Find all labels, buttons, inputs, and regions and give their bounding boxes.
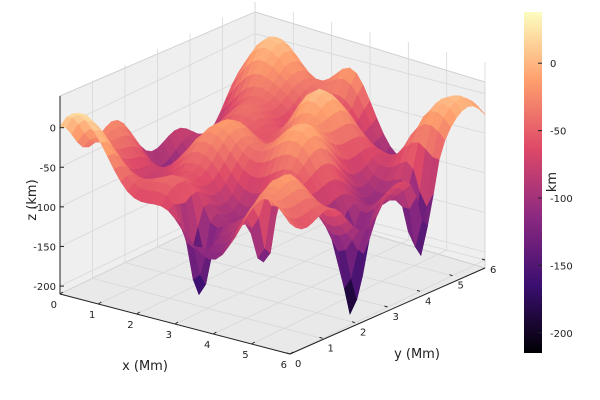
x-tick-label: 4	[204, 340, 210, 351]
colorbar-label: km	[545, 172, 560, 192]
z-tick-label: -150	[33, 242, 56, 253]
x-tick-label: 0	[51, 300, 57, 311]
x-tick-label: 5	[242, 350, 248, 361]
y-tick-label: 0	[295, 359, 301, 370]
y-tick-mark	[384, 305, 388, 308]
y-axis-ticks: 0 1 2 3 4 5 6	[286, 258, 496, 370]
x-tick-label: 6	[281, 360, 287, 371]
colorbar-tick-label: -150	[550, 261, 573, 272]
z-tick-label: 0	[50, 124, 56, 135]
y-tick-label: 6	[490, 265, 496, 276]
z-tick-label: -100	[33, 203, 56, 214]
z-tick-label: -50	[40, 163, 56, 174]
x-tick-label: 1	[89, 310, 95, 321]
x-tick-label: 2	[127, 320, 133, 331]
z-axis-label: z (km)	[25, 179, 40, 220]
z-tick-label: -200	[33, 282, 56, 293]
y-tick-label: 4	[425, 296, 431, 307]
y-tick-mark	[319, 336, 323, 339]
x-axis-line	[59, 293, 291, 355]
colorbar-tick-label: 0	[550, 59, 556, 70]
colorbar-tick-label: -100	[550, 194, 573, 205]
colorbar: 0 -50 -100 -150 -200 km	[524, 12, 573, 353]
y-tick-label: 3	[393, 312, 399, 323]
x-axis-label: x (Mm)	[122, 359, 168, 374]
grid-line	[59, 33, 486, 129]
y-tick-label: 1	[328, 343, 334, 354]
colorbar-gradient	[524, 12, 542, 353]
surface-mesh	[59, 36, 486, 315]
x-tick-label: 3	[166, 330, 172, 341]
colorbar-ticks: 0 -50 -100 -150 -200	[538, 59, 573, 340]
surface-facet	[282, 213, 296, 228]
y-axis-line	[289, 267, 486, 355]
y-tick-label: 5	[458, 281, 464, 292]
y-tick-mark	[416, 289, 421, 292]
z-axis-ticks: 0 -50 -100 -150 -200	[33, 124, 64, 293]
colorbar-tick-label: -50	[550, 127, 566, 138]
y-tick-mark	[481, 258, 486, 261]
y-tick-label: 2	[360, 328, 366, 339]
y-axis-label: y (Mm)	[394, 347, 440, 362]
y-tick-mark	[449, 274, 453, 277]
y-tick-mark	[351, 321, 356, 324]
colorbar-tick-label: -200	[550, 329, 573, 340]
